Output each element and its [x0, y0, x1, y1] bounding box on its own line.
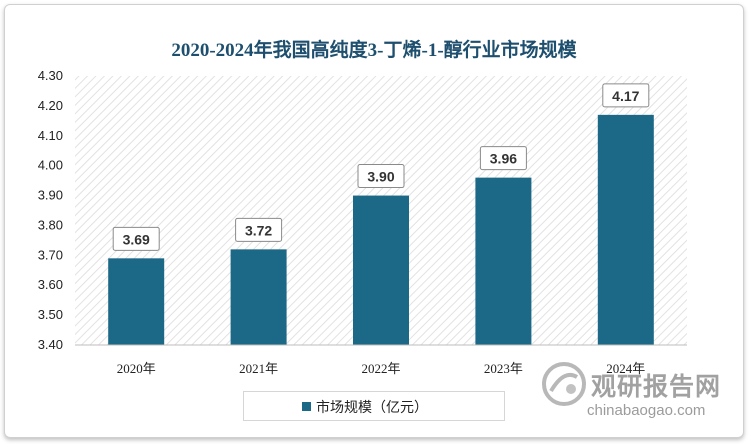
legend-label: 市场规模（亿元）: [316, 400, 428, 416]
data-label: 3.72: [245, 222, 272, 238]
x-tick-label: 2023年: [484, 361, 523, 376]
y-tick-label: 3.50: [38, 307, 63, 322]
chart-frame: 2020-2024年我国高纯度3-丁烯-1-醇行业市场规模 3.40 3.50 3.…: [4, 4, 744, 438]
data-label-box: [112, 226, 160, 251]
y-tick-label: 3.40: [38, 337, 63, 352]
watermark-url: chinabaogao.com: [587, 402, 706, 419]
bar: [108, 258, 165, 345]
y-tick-label: 3.90: [38, 188, 63, 203]
y-tick-label: 3.60: [38, 277, 63, 292]
data-label-box: [357, 164, 405, 189]
data-label: 3.90: [367, 169, 394, 185]
chart-title: 2020-2024年我国高纯度3-丁烯-1-醇行业市场规模: [171, 40, 577, 61]
data-label: 3.69: [123, 231, 150, 247]
data-label-box: [235, 217, 283, 242]
y-tick-label: 4.20: [38, 98, 63, 113]
bar: [230, 249, 287, 345]
x-tick-label: 2024年: [606, 361, 645, 376]
watermark-logo-icon: [542, 362, 586, 406]
bar: [353, 195, 409, 345]
bar: [597, 114, 654, 345]
y-tick-label: 3.70: [38, 247, 63, 262]
y-tick-label: 4.30: [38, 68, 63, 83]
x-tick-label: 2020年: [117, 361, 156, 376]
y-tick-label: 3.80: [38, 217, 63, 232]
watermark-brand: 观研报告网: [591, 372, 722, 401]
legend-swatch: [302, 402, 311, 411]
chart-legend: 市场规模（亿元）: [243, 391, 505, 421]
data-label-box: [602, 83, 650, 108]
chart-plot: 3.40 3.50 3.60 3.70 3.80 3.90 4.00 4.10 4.20 4.30…: [38, 68, 687, 376]
bar: [475, 177, 532, 345]
data-label: 3.96: [490, 151, 517, 167]
data-label-box: [479, 146, 527, 171]
x-tick-label: 2021年: [239, 361, 278, 376]
x-tick-label: 2022年: [361, 361, 400, 376]
y-tick-label: 4.00: [38, 158, 63, 173]
data-label: 4.17: [612, 88, 639, 104]
y-tick-label: 4.10: [38, 128, 63, 143]
